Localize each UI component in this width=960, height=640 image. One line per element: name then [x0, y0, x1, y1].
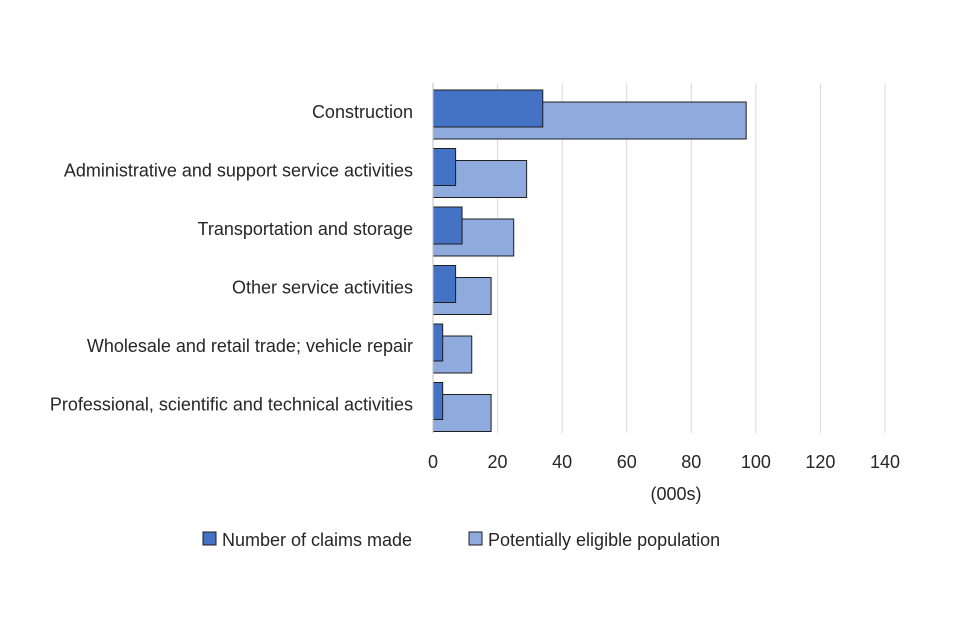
- bar-claims-4: [432, 323, 444, 362]
- x-tick-label-40: 40: [552, 452, 572, 472]
- category-label-2: Transportation and storage: [198, 219, 413, 239]
- legend: Number of claims made Potentially eligib…: [202, 530, 720, 550]
- category-label-4: Wholesale and retail trade; vehicle repa…: [87, 336, 413, 356]
- legend-label-claims: Number of claims made: [222, 530, 412, 550]
- gridlines: [497, 83, 886, 433]
- x-tick-label-140: 140: [870, 452, 900, 472]
- tick-labels: 0 20 40 60 80 100 120 140: [428, 452, 900, 472]
- x-tick-label-60: 60: [617, 452, 637, 472]
- x-tick-label-80: 80: [681, 452, 701, 472]
- bars: [432, 89, 747, 432]
- category-label-5: Professional, scientific and technical a…: [50, 395, 413, 415]
- bar-claims-5: [432, 382, 444, 420]
- x-tick-label-0: 0: [428, 452, 438, 472]
- category-label-1: Administrative and support service activ…: [64, 161, 413, 181]
- category-label-0: Construction: [312, 102, 413, 122]
- category-labels: Construction Administrative and support s…: [50, 102, 413, 415]
- x-tick-label-120: 120: [805, 452, 835, 472]
- bar-claims-2: [432, 206, 463, 245]
- x-tick-label-100: 100: [741, 452, 771, 472]
- legend-swatch-eligible: [468, 531, 483, 546]
- bar-claims-0: [432, 89, 544, 128]
- bar-claims-1: [432, 148, 457, 186]
- legend-label-eligible: Potentially eligible population: [488, 530, 720, 550]
- x-axis-title: (000s): [650, 484, 701, 504]
- legend-swatch-claims: [202, 531, 217, 546]
- bar-claims-3: [432, 265, 457, 303]
- category-label-3: Other service activities: [232, 278, 413, 298]
- x-tick-label-20: 20: [488, 452, 508, 472]
